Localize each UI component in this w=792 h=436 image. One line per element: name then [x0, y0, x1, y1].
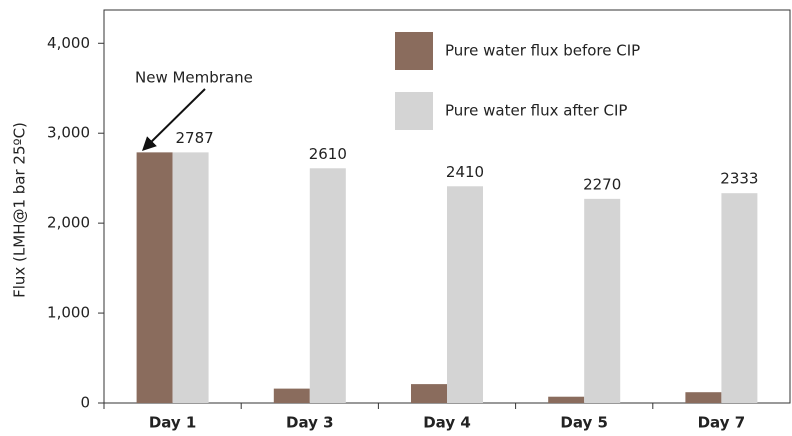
x-tick-label: Day 5	[560, 414, 608, 432]
legend-swatch	[395, 32, 433, 70]
y-axis-label: Flux (LMH@1 bar 25ºC)	[11, 122, 29, 298]
bar	[136, 152, 173, 403]
x-tick-label: Day 7	[698, 414, 746, 432]
data-label: 2270	[583, 175, 621, 193]
legend-swatch	[395, 92, 433, 130]
x-tick-label: Day 1	[149, 414, 197, 432]
legend-label: Pure water flux before CIP	[445, 42, 640, 60]
y-tick-label: 1,000	[47, 304, 90, 322]
bar	[309, 168, 346, 403]
bar	[584, 198, 621, 403]
legend-label: Pure water flux after CIP	[445, 102, 627, 120]
bar	[685, 392, 722, 403]
bar	[721, 193, 758, 403]
annotation: New Membrane	[135, 69, 253, 87]
data-label: 2410	[446, 163, 484, 181]
y-tick-label: 0	[80, 394, 90, 412]
bar	[411, 384, 447, 403]
y-tick-label: 4,000	[47, 34, 90, 52]
x-tick-label: Day 3	[286, 414, 334, 432]
y-tick-label: 2,000	[47, 214, 90, 232]
y-tick-label: 3,000	[47, 124, 90, 142]
data-label: 2610	[309, 145, 347, 163]
data-label: 2333	[720, 170, 758, 188]
bar	[447, 186, 483, 403]
annotation-arrow	[142, 88, 206, 151]
bar	[273, 388, 310, 403]
data-label: 2787	[176, 129, 214, 147]
x-tick-label: Day 4	[423, 414, 471, 432]
bar	[172, 152, 209, 403]
bar	[548, 396, 585, 403]
